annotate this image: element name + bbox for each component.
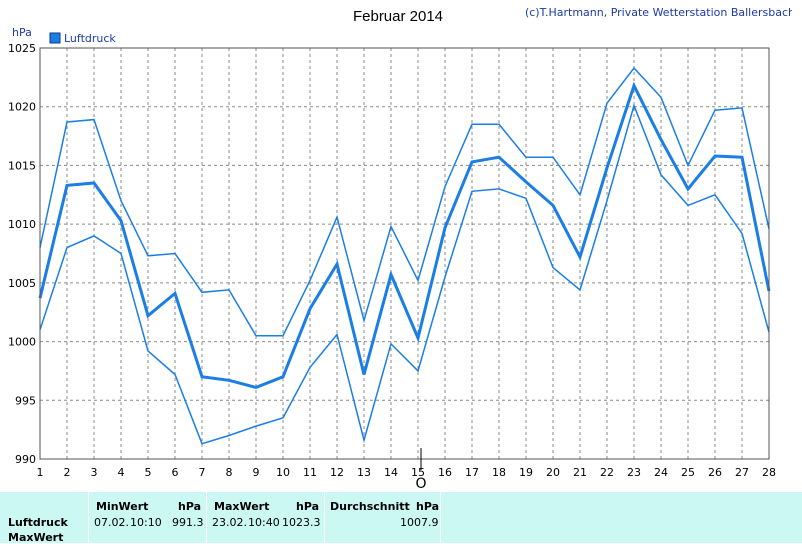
x-tick-label: 10 (276, 466, 290, 479)
x-tick-label: 7 (199, 466, 206, 479)
series-line-avg (38, 81, 771, 389)
x-tick-label: 27 (735, 466, 749, 479)
chart-area: Februar 2014 (c)T.Hartmann, Private Wett… (8, 6, 796, 492)
series-line-max (39, 66, 770, 337)
x-tick-label: 13 (357, 466, 371, 479)
avg-unit: hPa (416, 500, 440, 513)
divider (440, 492, 441, 543)
divider (206, 492, 207, 543)
y-tick-label: 1020 (8, 101, 36, 114)
max-date: 23.02. (212, 516, 247, 529)
grid-layer (40, 48, 769, 459)
max-value: 1023.3 (282, 516, 321, 529)
min-unit: hPa (178, 500, 202, 513)
x-tick-label: 25 (681, 466, 695, 479)
x-tick-label: 2 (64, 466, 71, 479)
stats-row-label: Luftdruck (8, 516, 68, 529)
x-tick-label: 18 (492, 466, 506, 479)
max-time: 10:40 (248, 516, 280, 529)
copyright-text: (c)T.Hartmann, Private Wetterstation Bal… (525, 6, 795, 19)
stats-row-label-next: MaxWert (8, 531, 64, 544)
y-axis-unit-label: hPa (12, 26, 32, 39)
min-header: MinWert (96, 500, 149, 513)
divider (324, 492, 325, 543)
max-unit: hPa (296, 500, 320, 513)
y-tick-label: 990 (15, 453, 36, 466)
x-tick-label: 26 (708, 466, 722, 479)
avg-value: 1007.9 (400, 516, 439, 529)
plot-frame (39, 47, 770, 460)
x-tick-label: 12 (330, 466, 344, 479)
series-line-min (39, 103, 770, 445)
x-tick-label: 6 (172, 466, 179, 479)
x-tick-label: 21 (573, 466, 587, 479)
x-tick-label: 16 (438, 466, 452, 479)
x-tick-label: 20 (546, 466, 560, 479)
x-tick-label: 14 (384, 466, 398, 479)
x-tick-label: 5 (145, 466, 152, 479)
y-tick-label: 1015 (8, 159, 36, 172)
y-tick-label: 1000 (8, 336, 36, 349)
x-tick-label: 24 (654, 466, 668, 479)
chart-title: Februar 2014 (353, 8, 443, 25)
min-value: 991.3 (172, 516, 204, 529)
cursor-marker: O (415, 476, 426, 492)
x-tick-label: 4 (118, 466, 125, 479)
divider (88, 492, 89, 543)
x-tick-label: 17 (465, 466, 479, 479)
max-header: MaxWert (214, 500, 270, 513)
x-tick-label: 28 (762, 466, 776, 479)
series-layer (38, 66, 771, 445)
x-tick-label: 1 (37, 466, 44, 479)
x-tick-label: 3 (91, 466, 98, 479)
x-tick-label: 11 (303, 466, 317, 479)
x-tick-label: 19 (519, 466, 533, 479)
x-tick-label: 8 (226, 466, 233, 479)
legend-swatch (49, 32, 61, 44)
x-tick-label: 9 (253, 466, 260, 479)
x-tick-label: 22 (600, 466, 614, 479)
legend-label: Luftdruck (64, 32, 116, 45)
y-tick-label: 1025 (8, 42, 36, 55)
vertical-scroll-strip[interactable] (792, 0, 802, 492)
statistics-panel: Luftdruck MaxWert MinWert hPa 07.02. 10:… (0, 492, 802, 544)
avg-header: Durchschnitt (330, 500, 410, 513)
min-time: 10:10 (130, 516, 162, 529)
min-date: 07.02. (94, 516, 129, 529)
y-tick-label: 995 (15, 394, 36, 407)
y-tick-label: 1005 (8, 277, 36, 290)
x-tick-label: 23 (627, 466, 641, 479)
y-tick-label: 1010 (8, 218, 36, 231)
